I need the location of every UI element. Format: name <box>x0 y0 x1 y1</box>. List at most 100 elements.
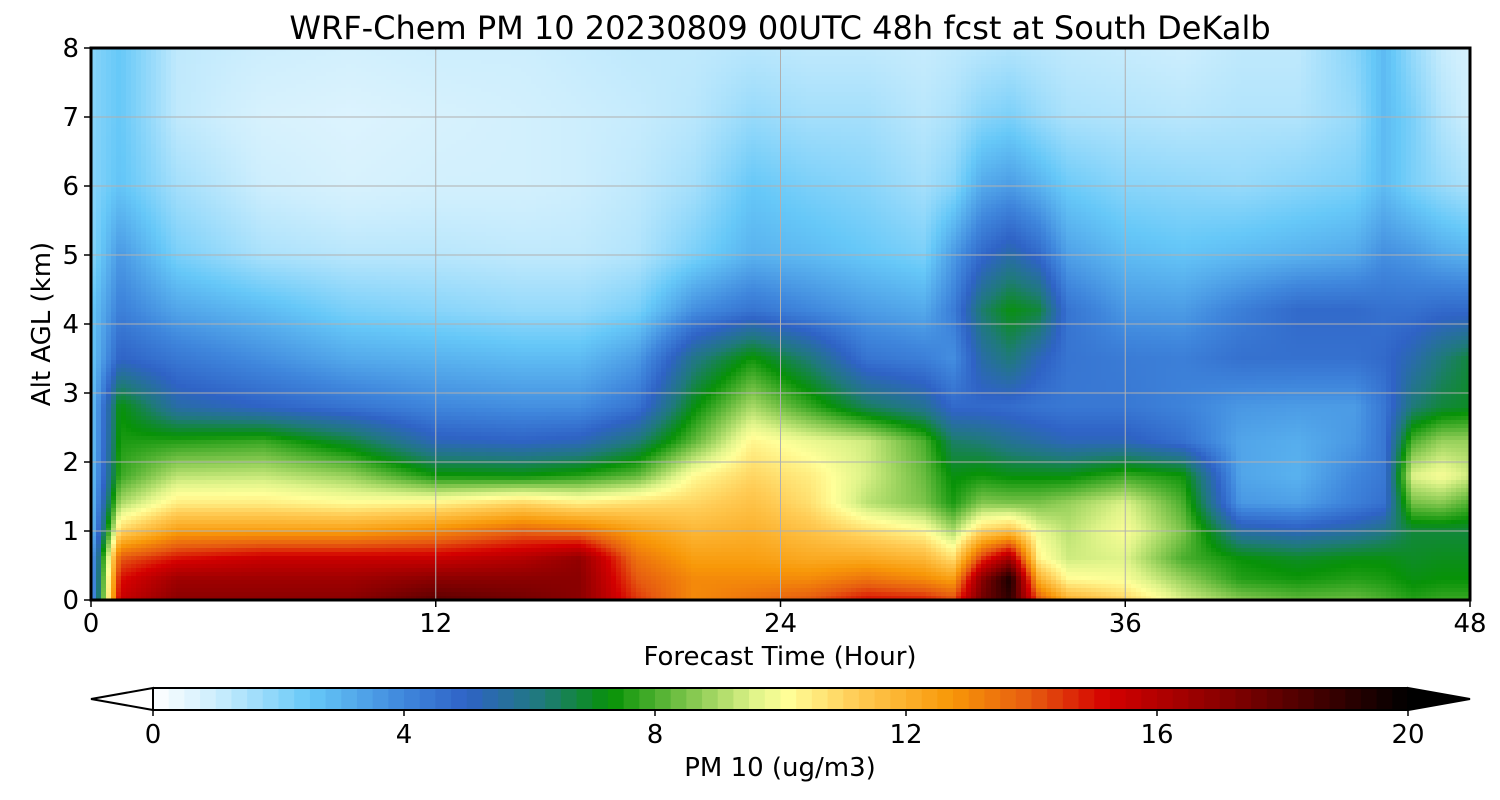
field-cell <box>116 316 121 320</box>
field-cell <box>106 424 111 428</box>
field-cell <box>116 488 121 492</box>
field-cell <box>116 224 121 228</box>
field-cell <box>111 268 116 272</box>
field-cell <box>101 136 106 140</box>
field-cell <box>111 420 116 424</box>
field-cell <box>111 516 116 520</box>
field-cell <box>101 520 106 524</box>
field-cell <box>121 520 126 524</box>
field-cell <box>106 260 111 264</box>
field-cell <box>121 448 126 452</box>
field-cell <box>106 316 111 320</box>
field-cell <box>111 260 116 264</box>
field-cell <box>106 372 111 376</box>
field-cell <box>101 168 106 172</box>
field-cell <box>101 448 106 452</box>
field-cell <box>111 208 116 212</box>
field-cell <box>101 348 106 352</box>
field-cell <box>96 236 101 240</box>
field-cell <box>116 148 121 152</box>
field-cell <box>121 212 126 216</box>
field-cell <box>101 272 106 276</box>
field-cell <box>121 236 126 240</box>
field-cell <box>96 436 101 440</box>
field-cell <box>116 384 121 388</box>
field-cell <box>121 272 126 276</box>
field-cell <box>121 244 126 248</box>
field-cell <box>96 152 101 156</box>
field-cell <box>116 484 121 488</box>
field-cell <box>121 296 126 300</box>
field-cell <box>111 408 116 412</box>
field-cell <box>101 300 106 304</box>
field-cell <box>121 376 126 380</box>
field-cell <box>106 576 111 580</box>
field-cell <box>116 420 121 424</box>
field-cell <box>111 284 116 288</box>
field-cell <box>116 92 121 96</box>
field-cell <box>101 576 106 580</box>
field-cell <box>96 516 101 520</box>
field-cell <box>101 492 106 496</box>
field-cell <box>106 440 111 444</box>
field-cell <box>106 404 111 408</box>
field-cell <box>106 132 111 136</box>
field-cell <box>111 204 116 208</box>
field-cell <box>111 288 116 292</box>
field-cell <box>106 412 111 416</box>
field-cell <box>106 568 111 572</box>
field-cell <box>101 224 106 228</box>
field-cell <box>126 96 131 100</box>
field-cell <box>116 332 121 336</box>
field-cell <box>111 212 116 216</box>
field-cell <box>121 592 126 596</box>
field-cell <box>121 580 126 584</box>
field-cell <box>121 288 126 292</box>
field-cell <box>101 160 106 164</box>
field-cell <box>96 308 101 312</box>
field-cell <box>116 208 121 212</box>
field-cell <box>96 240 101 244</box>
field-cell <box>116 228 121 232</box>
field-cell <box>121 312 126 316</box>
field-cell <box>106 588 111 592</box>
field-cell <box>111 476 116 480</box>
field-cell <box>96 524 101 528</box>
field-cell <box>121 180 126 184</box>
field-cell <box>101 76 106 80</box>
field-cell <box>116 468 121 472</box>
field-cell <box>101 316 106 320</box>
field-cell <box>111 424 116 428</box>
field-cell <box>121 132 126 136</box>
field-cell <box>96 328 101 332</box>
field-cell <box>106 124 111 128</box>
field-cell <box>111 76 116 80</box>
field-cell <box>101 504 106 508</box>
field-cell <box>96 104 101 108</box>
field-cell <box>121 340 126 344</box>
field-cell <box>96 464 101 468</box>
field-cell <box>106 552 111 556</box>
field-cell <box>111 364 116 368</box>
field-cell <box>106 172 111 176</box>
field-cell <box>101 516 106 520</box>
field-cell <box>111 544 116 548</box>
field-cell <box>116 480 121 484</box>
field-cell <box>101 132 106 136</box>
field-cell <box>121 52 126 56</box>
field-cell <box>111 296 116 300</box>
field-cell <box>101 424 106 428</box>
field-cell <box>106 200 111 204</box>
field-cell <box>116 564 121 568</box>
field-cell <box>121 516 126 520</box>
field-cell <box>106 580 111 584</box>
field-cell <box>101 56 106 60</box>
field-cell <box>96 532 101 536</box>
field-cell <box>126 52 131 56</box>
field-cell <box>101 152 106 156</box>
field-cell <box>96 96 101 100</box>
field-cell <box>96 172 101 176</box>
field-cell <box>101 452 106 456</box>
field-cell <box>101 428 106 432</box>
field-cell <box>101 324 106 328</box>
